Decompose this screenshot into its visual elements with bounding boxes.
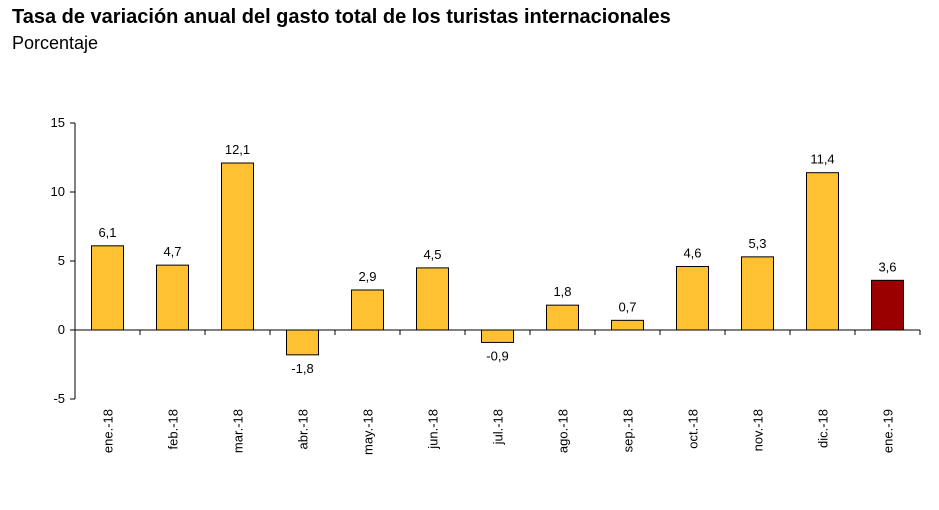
bar — [91, 245, 124, 331]
y-tick-label: 15 — [51, 115, 65, 130]
chart-title: Tasa de variación anual del gasto total … — [12, 6, 671, 28]
category-label: sep.-18 — [621, 409, 636, 452]
category-label: dic.-18 — [816, 409, 831, 448]
data-label: 5,3 — [748, 236, 766, 251]
bar — [741, 256, 774, 331]
bars — [91, 162, 904, 356]
data-label: -1,8 — [291, 361, 313, 376]
data-label: 12,1 — [225, 142, 250, 157]
data-label: 0,7 — [618, 299, 636, 314]
data-label: -0,9 — [486, 348, 508, 363]
data-label: 4,6 — [683, 246, 701, 261]
category-label: nov.-18 — [751, 409, 766, 451]
category-label: ene.-18 — [101, 409, 116, 453]
data-label: 4,7 — [163, 244, 181, 259]
category-label: jul.-18 — [491, 409, 506, 445]
bar — [871, 279, 904, 331]
bar — [806, 172, 839, 331]
y-tick-label: 10 — [51, 184, 65, 199]
category-label: jun.-18 — [426, 409, 441, 450]
bar — [221, 162, 254, 331]
axes: -5 0 5 10 15 — [51, 115, 921, 406]
y-tick-label: 0 — [58, 322, 65, 337]
bar — [481, 329, 514, 343]
y-tick-label: 5 — [58, 253, 65, 268]
bar — [156, 264, 189, 331]
category-label: ago.-18 — [556, 409, 571, 453]
data-label: 2,9 — [358, 269, 376, 284]
bar — [416, 267, 449, 331]
data-label: 11,4 — [810, 152, 834, 167]
data-label: 1,8 — [553, 284, 571, 299]
data-label: 4,5 — [423, 247, 441, 262]
chart-subtitle: Porcentaje — [12, 33, 99, 53]
data-label: 3,6 — [878, 259, 896, 274]
category-label: abr.-18 — [296, 409, 311, 449]
labels: 6,1 ene.-18 4,7 feb.-18 12,1 mar.-18 -1,8 abr.-… — [98, 142, 896, 455]
category-label: oct.-18 — [686, 409, 701, 449]
bar — [676, 266, 709, 331]
bar — [611, 319, 644, 331]
bar — [546, 304, 579, 331]
category-label: mar.-18 — [231, 409, 246, 453]
category-label: may.-18 — [361, 409, 376, 455]
category-label: feb.-18 — [166, 409, 181, 449]
category-label: ene.-19 — [881, 409, 896, 453]
bar — [351, 289, 384, 331]
data-label: 6,1 — [98, 225, 116, 240]
y-tick-label: -5 — [53, 391, 65, 406]
bar — [286, 329, 319, 356]
